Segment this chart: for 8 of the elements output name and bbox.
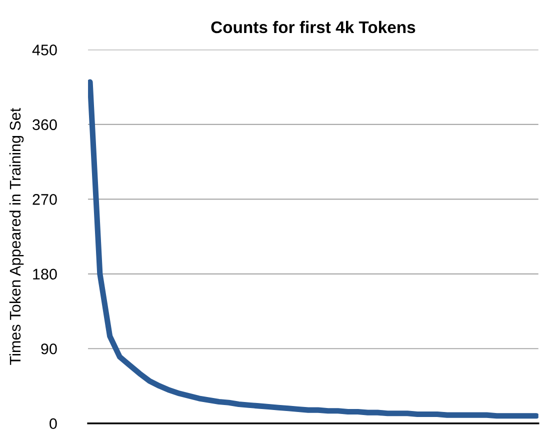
chart-title: Counts for first 4k Tokens: [211, 20, 416, 34]
y-tick-label: 90: [41, 343, 57, 354]
y-tick-label: 180: [33, 268, 57, 280]
y-tick-label: 270: [32, 194, 57, 205]
y-tick-label: 0: [50, 418, 57, 430]
y-tick-label: 450: [32, 44, 57, 56]
y-axis-title: Times Token Appeared in Training Set: [9, 108, 24, 365]
y-tick-label: 360: [32, 119, 57, 130]
